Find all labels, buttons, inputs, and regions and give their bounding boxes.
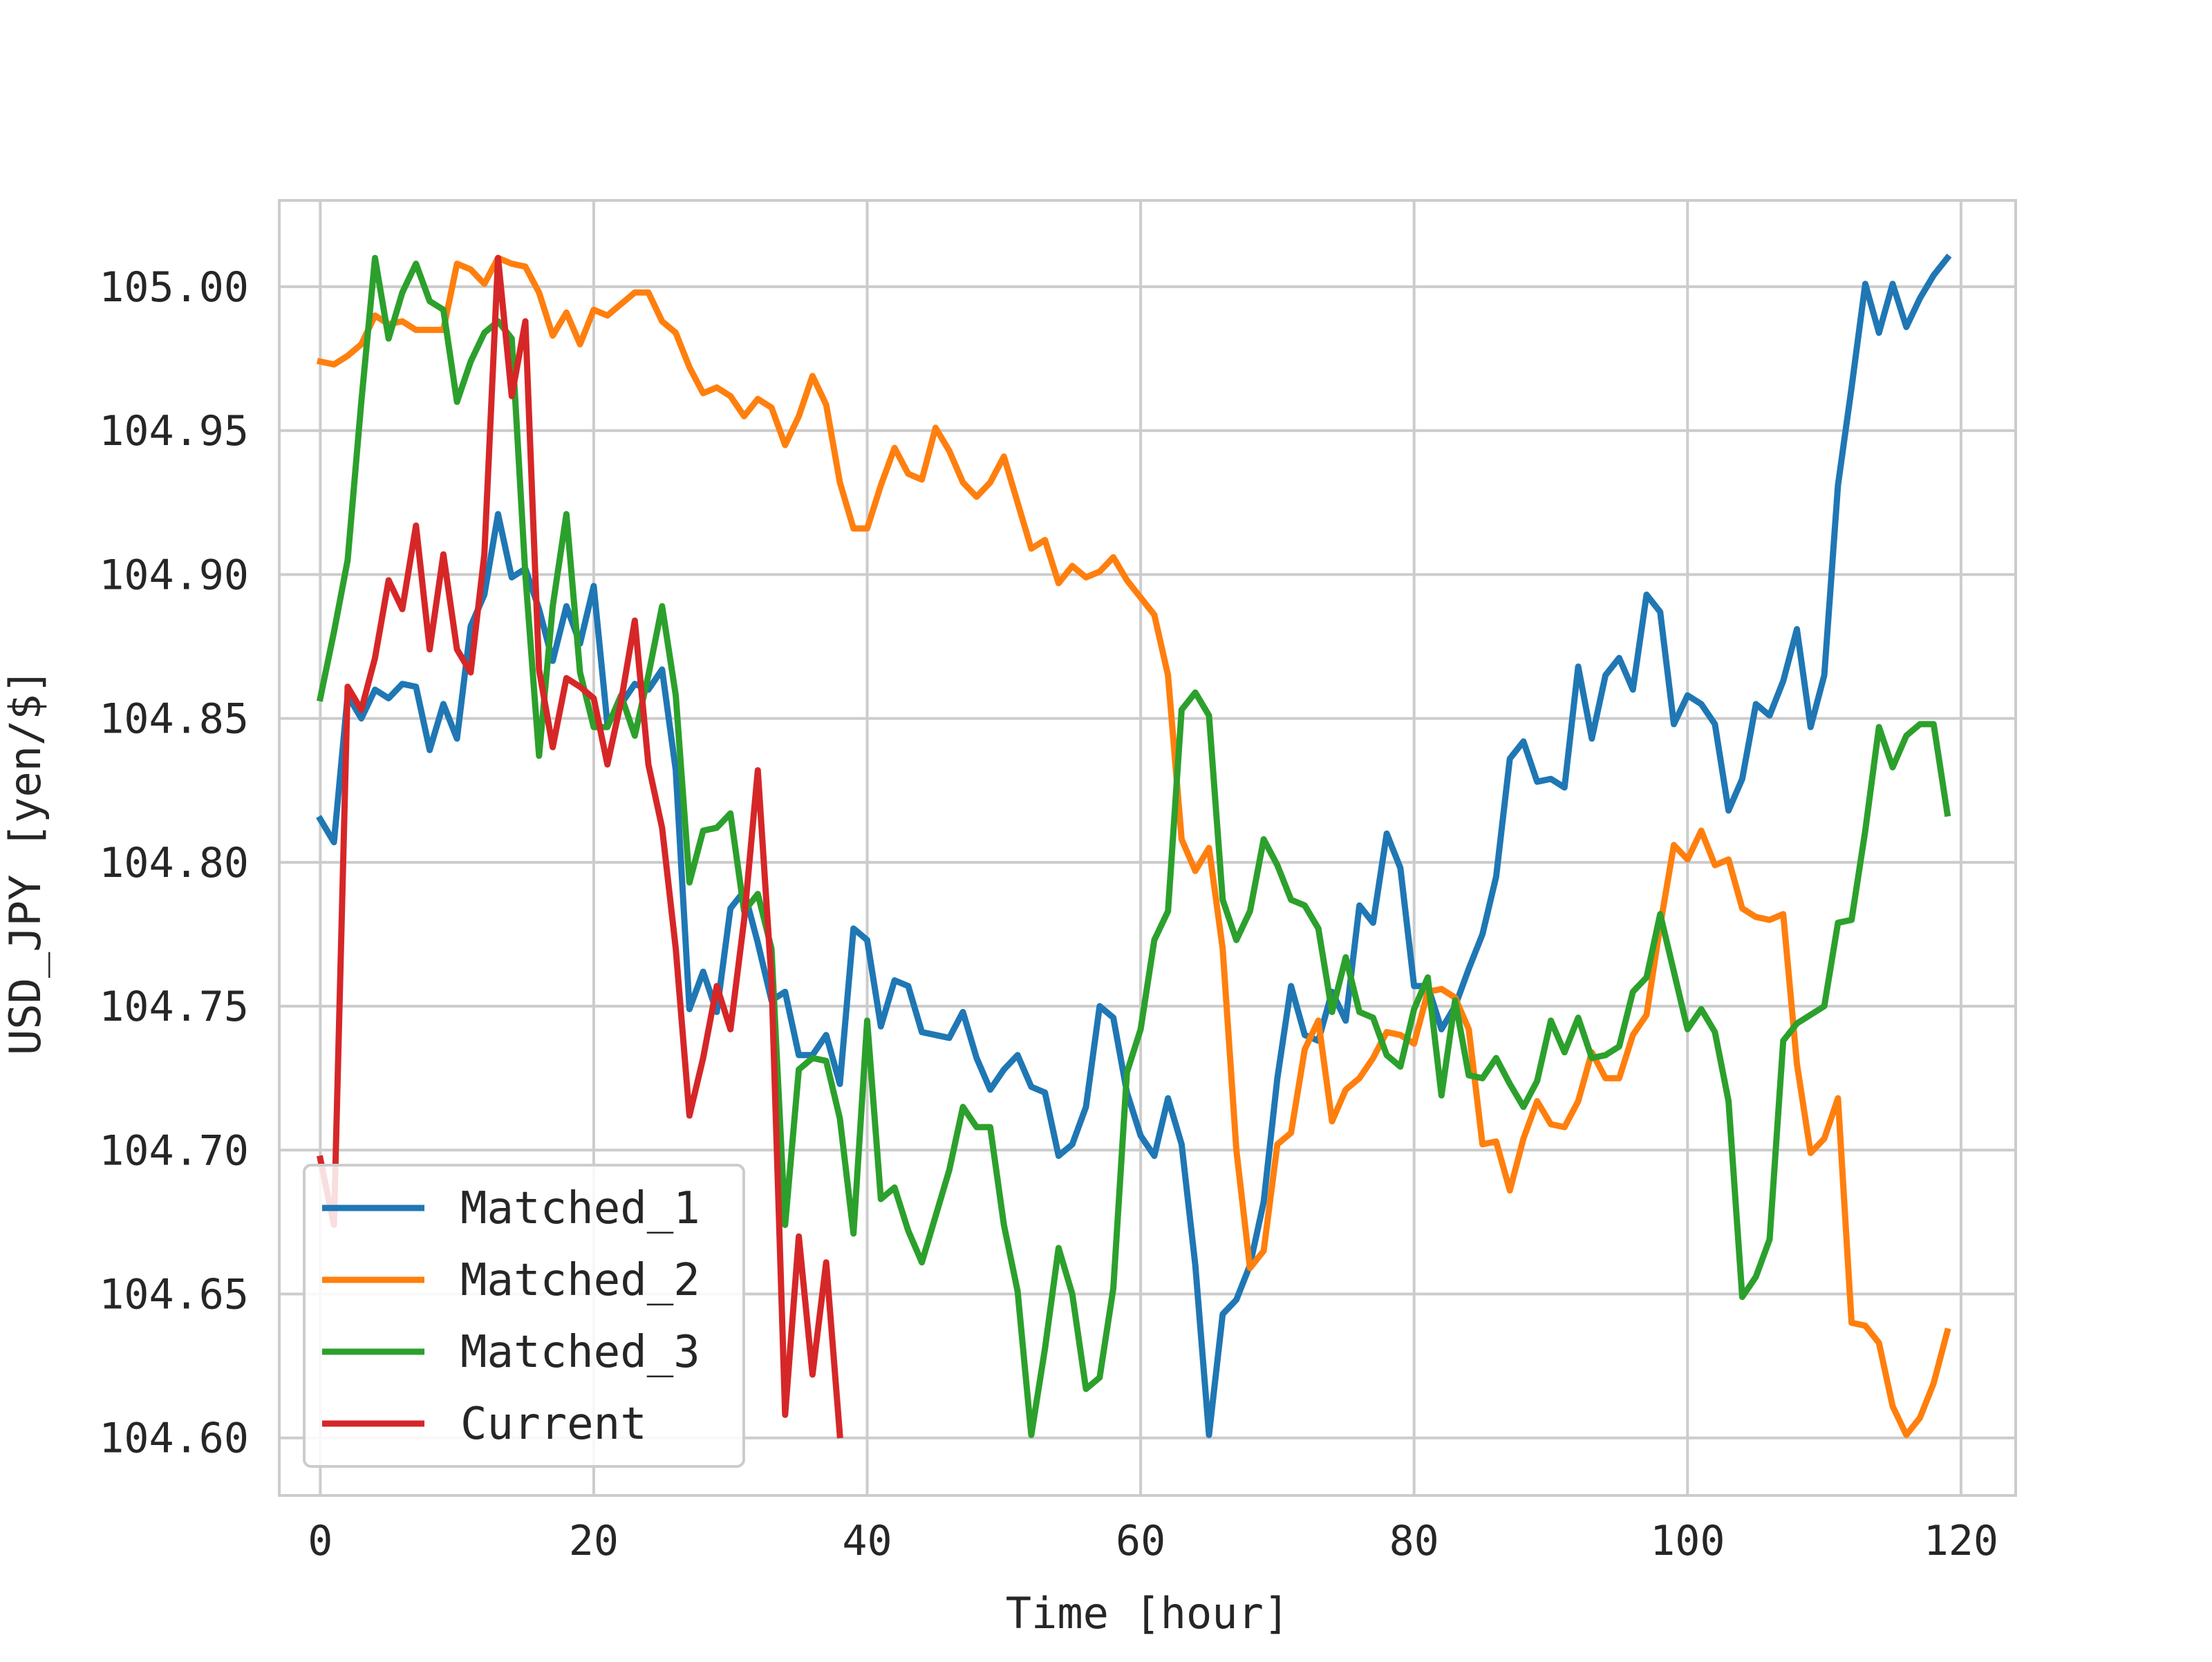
legend-label: Current [460, 1399, 647, 1450]
x-tick-label: 0 [308, 1517, 332, 1565]
x-tick-label: 100 [1650, 1517, 1725, 1565]
y-tick-label: 104.85 [99, 695, 249, 744]
legend-label: Matched_3 [460, 1327, 700, 1378]
y-tick-label: 104.80 [99, 839, 249, 887]
y-tick-label: 104.70 [99, 1126, 249, 1175]
y-tick-label: 104.65 [99, 1270, 249, 1319]
x-tick-label: 20 [569, 1517, 619, 1565]
y-tick-label: 104.95 [99, 407, 249, 455]
y-axis-label: USD_JPY [yen/$] [0, 668, 50, 1055]
y-tick-label: 104.90 [99, 551, 249, 599]
series-line-matched-2 [316, 254, 1951, 1438]
y-tick-label: 104.75 [99, 983, 249, 1031]
x-axis-ticks: 0 20 40 60 80 100 120 [308, 1517, 1998, 1565]
y-tick-label: 104.60 [99, 1415, 249, 1463]
x-tick-label: 40 [842, 1517, 892, 1565]
series-line-matched-3 [316, 254, 1951, 1438]
series-line-current [316, 254, 843, 1439]
x-tick-label: 120 [1924, 1517, 1998, 1565]
legend: Matched_1 Matched_2 Matched_3 Current [303, 1164, 745, 1468]
y-tick-label: 105.00 [99, 263, 249, 312]
series-line-matched-1 [316, 253, 1952, 1438]
x-tick-label: 60 [1116, 1517, 1165, 1565]
y-axis-ticks: 104.60 104.65 104.70 104.75 104.80 104.85 104.… [99, 263, 249, 1463]
legend-box [303, 1164, 745, 1468]
legend-label: Matched_2 [460, 1255, 700, 1306]
x-tick-label: 80 [1389, 1517, 1439, 1565]
plot-area-frame [278, 199, 2017, 1497]
legend-label: Matched_1 [460, 1183, 700, 1234]
series-lines [316, 253, 1952, 1439]
x-axis-label: Time [hour] [1006, 1588, 1290, 1639]
